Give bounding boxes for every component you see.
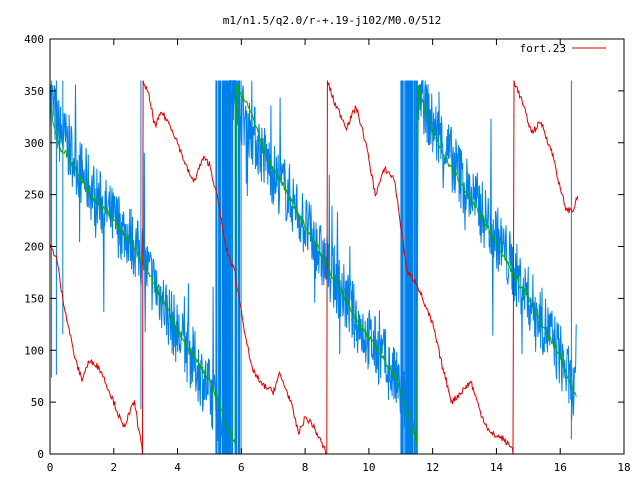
y-tick-label: 0 xyxy=(37,448,44,461)
y-tick-label: 250 xyxy=(24,189,44,202)
y-tick-label: 150 xyxy=(24,292,44,305)
x-tick-label: 18 xyxy=(617,461,630,474)
legend: fort.23 xyxy=(520,42,606,55)
y-tick-label: 100 xyxy=(24,344,44,357)
x-tick-label: 6 xyxy=(238,461,245,474)
x-tick-label: 0 xyxy=(47,461,54,474)
x-tick-label: 2 xyxy=(110,461,117,474)
x-tick-label: 4 xyxy=(174,461,181,474)
chart-title: m1/n1.5/q2.0/r-+.19-j102/M0.0/512 xyxy=(223,14,442,27)
x-tick-label: 10 xyxy=(362,461,375,474)
y-tick-label: 400 xyxy=(24,33,44,46)
x-tick-label: 16 xyxy=(554,461,567,474)
x-tick-label: 8 xyxy=(302,461,309,474)
x-tick-label: 14 xyxy=(490,461,504,474)
legend-label: fort.23 xyxy=(520,42,566,55)
series-line-red xyxy=(50,80,579,454)
series-layer xyxy=(50,79,579,454)
x-tick-label: 12 xyxy=(426,461,439,474)
y-tick-label: 200 xyxy=(24,241,44,254)
y-tick-label: 300 xyxy=(24,137,44,150)
series-line-blue xyxy=(50,79,577,454)
y-tick-label: 350 xyxy=(24,85,44,98)
series-line-green xyxy=(50,83,577,447)
y-tick-label: 50 xyxy=(31,396,44,409)
axis-ticks: 0 2 4 6 8 10 12 14 16 18 0 50 100 150 200 250 300 350 400 xyxy=(24,33,631,474)
